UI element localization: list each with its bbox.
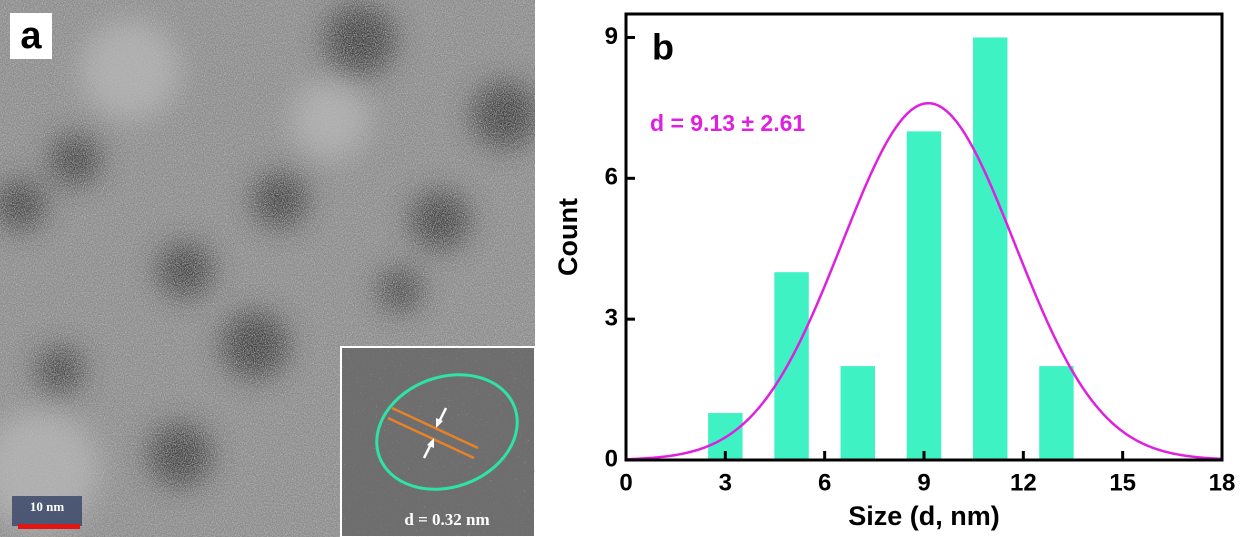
scale-bar-label: 10 nm	[30, 499, 64, 514]
x-tick-label: 3	[719, 469, 732, 496]
inset-label: d = 0.32 nm	[404, 510, 489, 529]
bar	[1039, 366, 1073, 460]
x-tick-label: 15	[1109, 469, 1136, 496]
y-axis-title: Count	[553, 198, 583, 276]
bar	[774, 272, 808, 460]
hrtem-inset: d = 0.32 nm	[341, 347, 535, 537]
fit-annotation: d = 9.13 ± 2.61	[650, 110, 805, 136]
bar	[973, 37, 1007, 460]
bar	[907, 131, 941, 460]
y-tick-label: 0	[605, 445, 618, 472]
y-tick-label: 3	[605, 305, 618, 332]
x-tick-label: 0	[619, 469, 632, 496]
bar	[841, 366, 875, 460]
histogram-chart: b d = 9.13 ± 2.61 Size (d, nm) Count 0 3 6…	[553, 14, 1235, 531]
scale-bar	[18, 524, 80, 529]
y-tick-label: 6	[605, 164, 618, 191]
figure: a 10 nm d = 0.32 nm b d = 9.13 ± 2.61 Si…	[0, 0, 1240, 537]
x-tick-label: 12	[1010, 469, 1037, 496]
panel-label: a	[20, 15, 42, 57]
x-axis-title: Size (d, nm)	[848, 501, 1000, 531]
panel-label: b	[652, 27, 674, 68]
y-tick-label: 9	[605, 23, 618, 50]
x-tick-label: 18	[1209, 469, 1236, 496]
x-tick-label: 6	[818, 469, 831, 496]
x-tick-label: 9	[917, 469, 930, 496]
